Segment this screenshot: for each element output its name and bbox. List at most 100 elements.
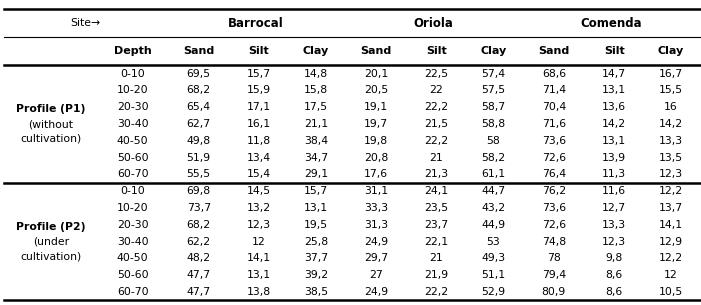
- Text: Comenda: Comenda: [580, 17, 641, 30]
- Text: 13,4: 13,4: [247, 152, 271, 163]
- Text: 22,5: 22,5: [425, 69, 449, 79]
- Text: 13,9: 13,9: [602, 152, 626, 163]
- Text: 21,9: 21,9: [425, 270, 449, 280]
- Text: 14,5: 14,5: [247, 186, 271, 196]
- Text: 71,4: 71,4: [542, 85, 566, 95]
- Text: Profile (P1): Profile (P1): [16, 104, 86, 114]
- Text: 62,2: 62,2: [186, 237, 211, 247]
- Text: 23,7: 23,7: [425, 220, 449, 230]
- Text: 15,7: 15,7: [304, 186, 328, 196]
- Text: 19,5: 19,5: [304, 220, 328, 230]
- Text: Barrocal: Barrocal: [228, 17, 283, 30]
- Text: Oriola: Oriola: [414, 17, 453, 30]
- Text: 21,3: 21,3: [425, 170, 449, 179]
- Text: 11,8: 11,8: [247, 136, 271, 146]
- Text: 21,5: 21,5: [425, 119, 449, 129]
- Text: 24,9: 24,9: [365, 237, 388, 247]
- Text: 61,1: 61,1: [482, 170, 505, 179]
- Text: 10-20: 10-20: [117, 85, 149, 95]
- Text: 49,3: 49,3: [482, 253, 505, 264]
- Text: 58,8: 58,8: [482, 119, 505, 129]
- Text: 37,7: 37,7: [304, 253, 328, 264]
- Text: 19,1: 19,1: [365, 102, 388, 112]
- Text: 13,1: 13,1: [304, 203, 328, 213]
- Text: 10-20: 10-20: [117, 203, 149, 213]
- Text: 8,6: 8,6: [606, 287, 622, 297]
- Text: 21,1: 21,1: [304, 119, 328, 129]
- Text: 22: 22: [430, 85, 444, 95]
- Text: 49,8: 49,8: [186, 136, 211, 146]
- Text: 13,6: 13,6: [602, 102, 626, 112]
- Text: Sand: Sand: [183, 46, 215, 56]
- Text: 13,1: 13,1: [247, 270, 271, 280]
- Text: (without: (without: [29, 119, 74, 129]
- Text: Silt: Silt: [426, 46, 447, 56]
- Text: 19,7: 19,7: [365, 119, 388, 129]
- Text: 8,6: 8,6: [606, 270, 622, 280]
- Text: 16,1: 16,1: [247, 119, 271, 129]
- Text: 69,5: 69,5: [186, 69, 211, 79]
- Text: 72,6: 72,6: [542, 152, 566, 163]
- Text: 22,2: 22,2: [425, 287, 449, 297]
- Text: 14,2: 14,2: [659, 119, 683, 129]
- Text: 58: 58: [486, 136, 501, 146]
- Text: 17,6: 17,6: [365, 170, 388, 179]
- Text: Silt: Silt: [604, 46, 625, 56]
- Text: 39,2: 39,2: [304, 270, 328, 280]
- Text: 22,2: 22,2: [425, 102, 449, 112]
- Text: 53: 53: [486, 237, 501, 247]
- Text: 22,2: 22,2: [425, 136, 449, 146]
- Text: 72,6: 72,6: [542, 220, 566, 230]
- Text: 62,7: 62,7: [186, 119, 211, 129]
- Text: 74,8: 74,8: [542, 237, 566, 247]
- Text: 20,5: 20,5: [364, 85, 388, 95]
- Text: Silt: Silt: [249, 46, 269, 56]
- Text: 13,3: 13,3: [602, 220, 626, 230]
- Text: Clay: Clay: [658, 46, 684, 56]
- Text: 14,8: 14,8: [304, 69, 328, 79]
- Text: 14,1: 14,1: [659, 220, 683, 230]
- Text: 30-40: 30-40: [117, 237, 149, 247]
- Text: 73,6: 73,6: [542, 203, 566, 213]
- Text: 20,1: 20,1: [364, 69, 388, 79]
- Text: 40-50: 40-50: [117, 253, 149, 264]
- Text: Clay: Clay: [303, 46, 329, 56]
- Text: 19,8: 19,8: [365, 136, 388, 146]
- Text: 27: 27: [369, 270, 383, 280]
- Text: 23,5: 23,5: [425, 203, 449, 213]
- Text: (under: (under: [33, 237, 69, 247]
- Text: 20-30: 20-30: [117, 220, 149, 230]
- Text: 15,9: 15,9: [247, 85, 271, 95]
- Text: 13,1: 13,1: [602, 85, 626, 95]
- Text: 76,4: 76,4: [542, 170, 566, 179]
- Text: 21: 21: [430, 152, 444, 163]
- Text: 15,5: 15,5: [659, 85, 683, 95]
- Text: 12,2: 12,2: [659, 186, 683, 196]
- Text: 9,8: 9,8: [606, 253, 622, 264]
- Text: 65,4: 65,4: [186, 102, 211, 112]
- Text: 29,7: 29,7: [365, 253, 388, 264]
- Text: 29,1: 29,1: [304, 170, 328, 179]
- Text: 17,5: 17,5: [304, 102, 328, 112]
- Text: 30-40: 30-40: [117, 119, 149, 129]
- Text: 44,9: 44,9: [482, 220, 505, 230]
- Text: 60-70: 60-70: [117, 287, 149, 297]
- Text: 60-70: 60-70: [117, 170, 149, 179]
- Text: 38,4: 38,4: [304, 136, 328, 146]
- Text: 20-30: 20-30: [117, 102, 149, 112]
- Text: 71,6: 71,6: [542, 119, 566, 129]
- Text: 20,8: 20,8: [364, 152, 388, 163]
- Text: 47,7: 47,7: [186, 270, 211, 280]
- Text: 11,3: 11,3: [602, 170, 626, 179]
- Text: 15,7: 15,7: [247, 69, 271, 79]
- Text: 70,4: 70,4: [542, 102, 566, 112]
- Text: 0-10: 0-10: [121, 186, 145, 196]
- Text: 52,9: 52,9: [482, 287, 505, 297]
- Text: 31,3: 31,3: [365, 220, 388, 230]
- Text: 40-50: 40-50: [117, 136, 149, 146]
- Text: 73,7: 73,7: [186, 203, 211, 213]
- Text: 12: 12: [252, 237, 266, 247]
- Text: Depth: Depth: [114, 46, 151, 56]
- Text: 69,8: 69,8: [186, 186, 211, 196]
- Text: 13,7: 13,7: [659, 203, 683, 213]
